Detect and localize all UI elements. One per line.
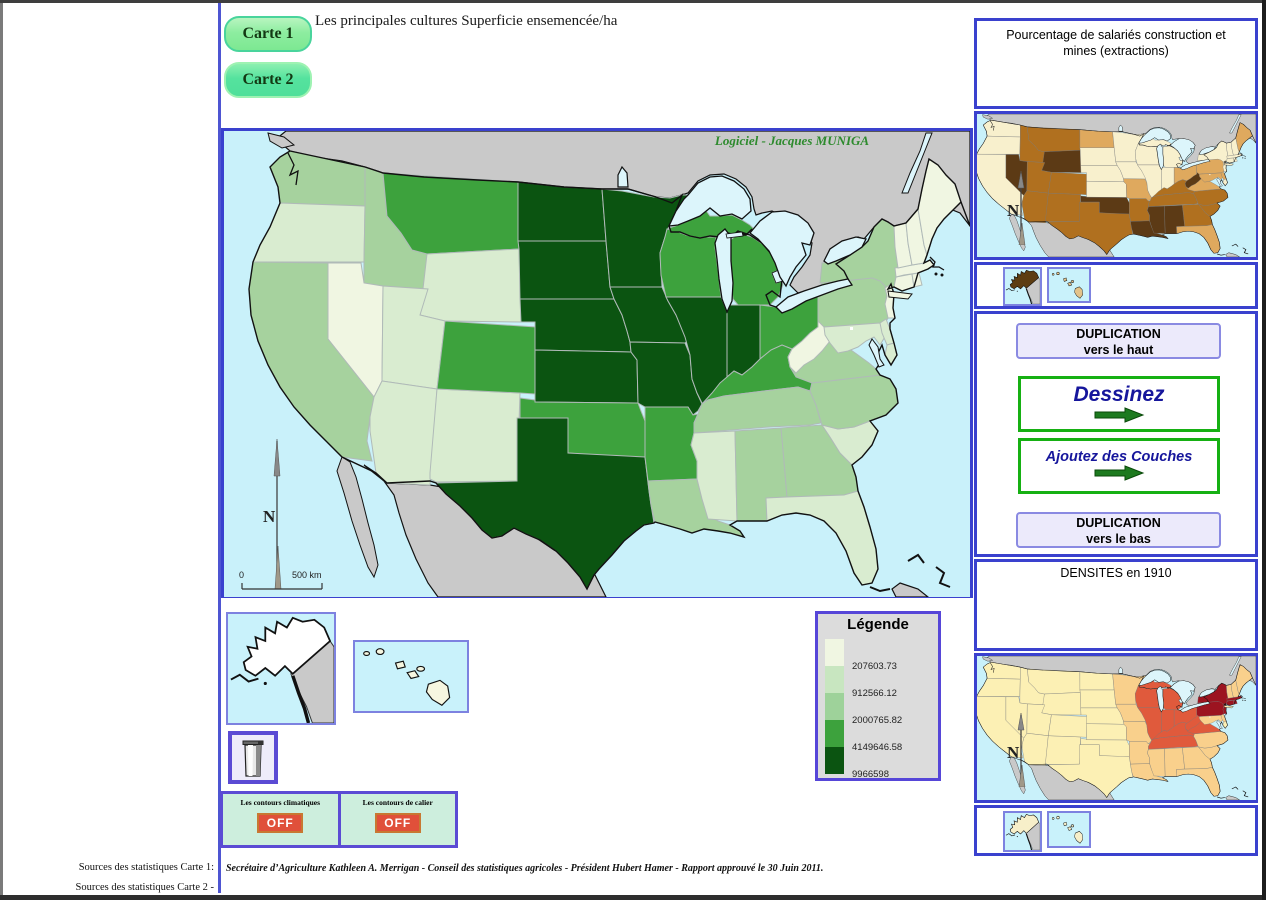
svg-text:N: N xyxy=(1007,201,1020,220)
svg-text:N: N xyxy=(263,507,276,526)
svg-text:0: 0 xyxy=(239,570,244,580)
svg-text:500 km: 500 km xyxy=(292,570,322,580)
svg-text:N: N xyxy=(1007,743,1020,762)
